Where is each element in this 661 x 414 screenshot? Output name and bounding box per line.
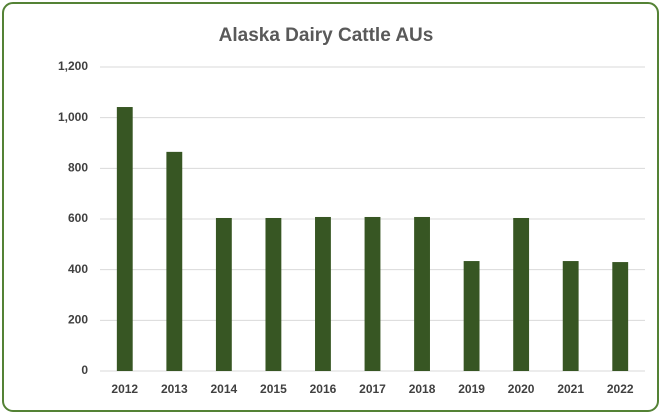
bar [414, 216, 430, 371]
bar [315, 216, 331, 371]
x-tick-label: 2016 [310, 382, 337, 396]
x-tick-label: 2018 [409, 382, 436, 396]
y-tick-label: 600 [68, 211, 88, 225]
x-tick-label: 2012 [111, 382, 138, 396]
bar [116, 107, 133, 371]
bar [265, 217, 282, 371]
chart-title: Alaska Dairy Cattle AUs [219, 25, 434, 46]
y-tick-label: 0 [81, 363, 88, 377]
y-tick-label: 1,200 [58, 59, 88, 73]
x-tick-label: 2021 [557, 382, 584, 396]
bar [562, 261, 579, 371]
x-tick-label: 2015 [260, 382, 287, 396]
bar [166, 151, 183, 371]
x-tick-label: 2020 [508, 382, 535, 396]
y-tick-label: 400 [68, 262, 88, 276]
bar [612, 262, 629, 371]
x-tick-label: 2013 [161, 382, 188, 396]
bar [364, 216, 381, 371]
bar [215, 217, 232, 371]
x-tick-label: 2019 [458, 382, 485, 396]
x-tick-label: 2022 [607, 382, 634, 396]
bar [463, 261, 480, 371]
x-tick-label: 2014 [211, 382, 238, 396]
bar [513, 217, 530, 371]
y-tick-label: 800 [68, 161, 88, 175]
y-tick-label: 1,000 [58, 110, 88, 124]
y-tick-label: 200 [68, 313, 88, 327]
x-tick-label: 2017 [359, 382, 386, 396]
